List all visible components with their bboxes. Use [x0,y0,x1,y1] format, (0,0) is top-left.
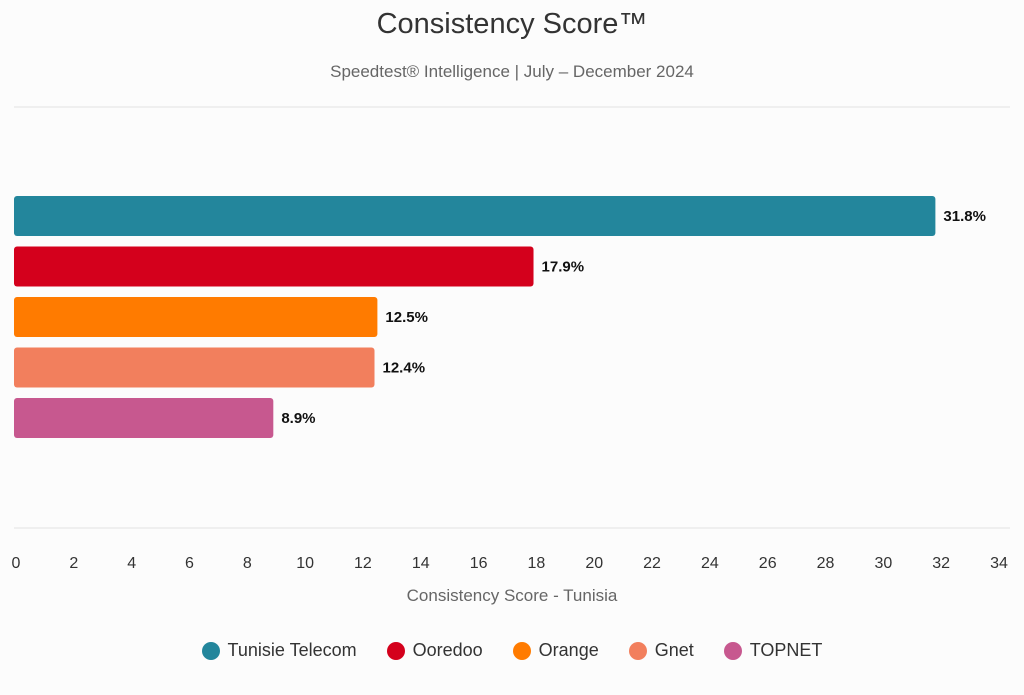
bars-group: 31.8% 17.9% 12.5% 12.4% 8.9% [14,196,986,438]
legend-swatch [628,641,647,660]
x-tick-label: 26 [759,555,777,572]
x-tick-label: 12 [354,555,372,572]
legend-item[interactable]: Gnet [628,640,694,661]
x-tick-label: 8 [243,555,252,572]
x-tick-label: 4 [127,555,136,572]
bar-ooredoo [14,246,534,287]
chart-plot: 31.8%17.9%12.5%12.4%8.9% 0 2 4 6 8 10 12 14 16 18… [12,106,1010,572]
bar-tunisie-telecom [14,196,936,236]
x-tick-label: 16 [470,555,488,572]
legend-item[interactable]: Orange [512,640,599,661]
chart-subtitle: Speedtest® Intelligence | July – Decembe… [330,62,694,81]
x-axis-title: Consistency Score - Tunisia [406,586,618,605]
bar-gnet [14,347,375,388]
bar-value-label: 8.9% [281,410,315,427]
x-tick-label: 20 [585,555,603,572]
x-tick-label: 18 [528,555,546,572]
legend-label: Ooredoo [412,640,483,660]
bar-value-label: 12.5% [385,309,428,326]
legend-item[interactable]: TOPNET [723,640,823,661]
x-tick-label: 14 [412,555,430,572]
x-tick-label: 2 [69,555,78,572]
x-tick-label: 10 [296,555,314,572]
x-axis-ticks: 0 2 4 6 8 10 12 14 16 18 20 22 24 26 28 30 32 34 [12,555,1008,572]
chart-title: Consistency Score™ [376,8,648,40]
x-tick-label: 24 [701,555,719,572]
legend: Tunisie Telecom Ooredoo Orange Gnet TOPNET [0,640,1024,661]
legend-label: Orange [538,640,599,660]
legend-item[interactable]: Ooredoo [386,640,483,661]
x-tick-label: 30 [874,555,892,572]
x-tick-label: 6 [185,555,194,572]
legend-swatch [723,641,742,660]
bar-orange [14,297,378,337]
legend-label: Tunisie Telecom [227,640,357,660]
bar-topnet [14,398,274,438]
x-tick-label: 28 [817,555,835,572]
bar-value-label: 12.4% [383,360,426,377]
x-tick-label: 34 [990,555,1008,572]
x-tick-label: 22 [643,555,661,572]
legend-label: TOPNET [749,640,823,660]
legend-item[interactable]: Tunisie Telecom [201,640,357,661]
x-tick-label: 0 [12,555,21,572]
bar-value-label: 31.8% [943,208,986,225]
bar-value-label: 17.9% [542,259,585,276]
legend-swatch [201,641,220,660]
legend-swatch [512,641,531,660]
x-tick-label: 32 [932,555,950,572]
legend-swatch [386,641,405,660]
legend-label: Gnet [654,640,694,660]
